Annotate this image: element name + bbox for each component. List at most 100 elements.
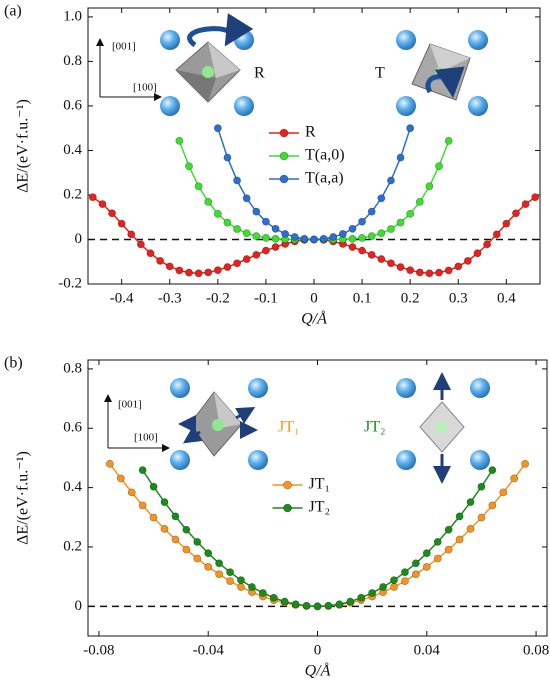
data-point [127, 230, 136, 239]
data-point [329, 233, 338, 241]
data-point [215, 570, 224, 579]
data-point [182, 545, 191, 554]
data-point [281, 230, 290, 238]
data-point [425, 182, 434, 191]
data-point [271, 224, 280, 233]
data-point [379, 583, 387, 591]
data-point [377, 229, 386, 238]
x-tick-label: -0.1 [254, 290, 278, 306]
data-point [117, 219, 126, 228]
inset [96, 13, 488, 116]
y-tick-label: 0.6 [63, 97, 82, 113]
x-tick-label: -0.08 [83, 642, 114, 658]
data-point [406, 209, 415, 218]
legend-marker [283, 480, 292, 490]
data-point [204, 268, 213, 277]
y-tick-label: 1.0 [63, 8, 82, 24]
data-point [105, 459, 114, 468]
data-point [313, 602, 322, 611]
data-point [455, 512, 464, 521]
data-point [488, 501, 497, 510]
data-point [242, 194, 251, 203]
data-point [182, 525, 191, 534]
data-point [435, 268, 443, 277]
data-point [433, 554, 442, 563]
data-point [252, 250, 261, 259]
data-point [401, 577, 409, 585]
y-axis-label: ΔE/(eV·f.u.⁻¹) [15, 99, 32, 193]
data-point [233, 225, 241, 233]
x-axis-label: Q/Å [305, 662, 331, 680]
legend-marker [279, 128, 289, 138]
x-tick-label: 0 [310, 290, 318, 306]
panel-label: (a) [4, 3, 22, 20]
data-point [204, 549, 213, 558]
data-point [358, 217, 366, 226]
data-point [396, 218, 405, 227]
data-point [390, 576, 398, 585]
data-point [335, 600, 344, 609]
data-point [521, 459, 530, 468]
data-point [248, 583, 256, 591]
data-point [396, 153, 405, 162]
data-point [185, 268, 193, 277]
data-point [213, 124, 222, 133]
data-point [302, 601, 311, 610]
data-point [377, 255, 386, 263]
data-point [473, 249, 482, 258]
data-point [237, 576, 245, 585]
x-tick-label: 0.4 [497, 290, 516, 306]
annotation: [100] [134, 432, 158, 444]
data-point [512, 209, 520, 218]
data-point [425, 269, 434, 278]
legend-marker [283, 503, 292, 513]
x-axis-label: Q/Å [301, 310, 327, 328]
data-point [226, 577, 234, 585]
data-point [396, 263, 405, 271]
data-point [213, 209, 222, 218]
data-point [433, 538, 442, 546]
data-point [262, 217, 270, 226]
data-point [466, 498, 475, 507]
annotation: JT₂ [364, 419, 386, 436]
data-point [435, 162, 443, 171]
data-point [242, 229, 251, 238]
data-point [160, 524, 169, 533]
data-point [215, 559, 224, 568]
data-point [348, 224, 357, 233]
data-point [290, 233, 299, 241]
data-point [171, 512, 180, 521]
data-point [444, 525, 453, 534]
legend-label: T(a,a) [305, 170, 344, 187]
data-point [149, 482, 158, 491]
x-tick-label: 0.3 [449, 290, 468, 306]
data-point [422, 549, 431, 558]
data-point [346, 597, 355, 606]
data-point [377, 194, 386, 203]
data-point [411, 570, 420, 579]
y-tick-label: 0.8 [63, 360, 82, 376]
data-point [194, 269, 203, 278]
legend-marker [279, 151, 289, 161]
data-point [271, 234, 280, 243]
data-point [406, 124, 415, 133]
data-point [149, 513, 158, 522]
data-point [368, 589, 377, 597]
data-point [390, 583, 398, 591]
data-point [387, 259, 395, 268]
data-point [488, 466, 497, 475]
data-point [367, 232, 376, 241]
y-tick-label: 0 [75, 598, 83, 614]
y-tick-label: 0.6 [63, 420, 82, 436]
data-point [171, 535, 180, 544]
data-point [406, 266, 415, 275]
data-point [242, 255, 251, 263]
legend-label: T(a,0) [305, 147, 345, 164]
data-point [223, 218, 232, 227]
x-tick-label: -0.3 [158, 290, 182, 306]
data-point [415, 197, 424, 206]
data-point [204, 562, 213, 571]
legend-marker [279, 174, 289, 184]
data-point [165, 262, 174, 271]
x-tick-label: -0.2 [206, 290, 230, 306]
